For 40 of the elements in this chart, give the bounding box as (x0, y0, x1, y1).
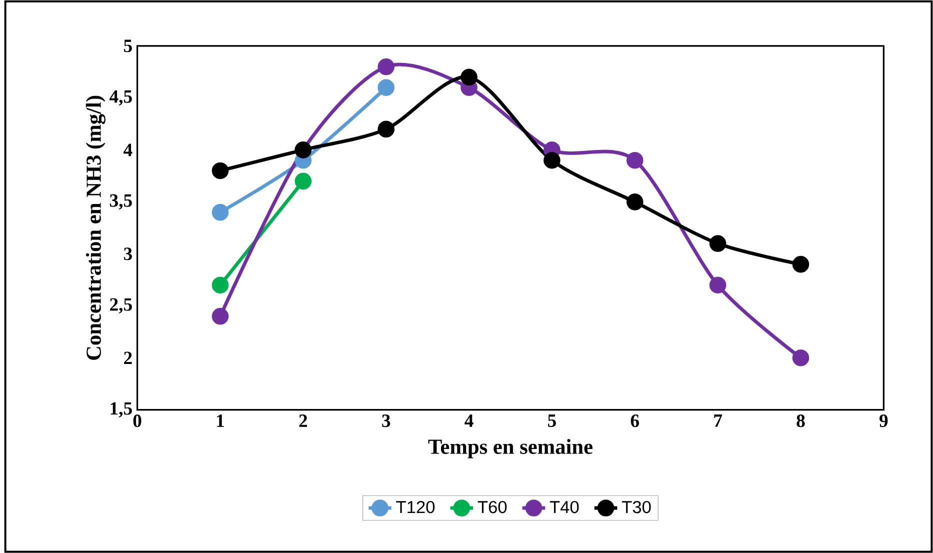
legend-label: T40 (550, 500, 579, 514)
point (212, 162, 229, 180)
y-tick-label: 5 (124, 40, 132, 52)
point (212, 276, 229, 294)
point (709, 235, 726, 252)
point (212, 204, 229, 221)
y-tick-label: 3 (124, 248, 132, 260)
point (294, 172, 312, 190)
legend-label: T60 (478, 500, 507, 514)
point (792, 256, 810, 273)
y-tick-label: 4 (124, 144, 132, 156)
point (626, 193, 644, 210)
x-axis-title: Temps en semaine (428, 438, 592, 458)
x-tick-label: 5 (548, 414, 556, 427)
point (626, 152, 644, 169)
point (792, 349, 810, 366)
y-tick-label: 2 (124, 352, 132, 364)
point (212, 308, 229, 325)
point (460, 68, 478, 86)
x-tick-label: 0 (133, 414, 142, 428)
y-tick-label: 4,5 (110, 90, 132, 106)
y-axis-title: Concentration en NH3 (mg/l) (86, 96, 106, 360)
x-tick-label: 3 (382, 414, 390, 428)
x-tick-label: 6 (630, 414, 639, 428)
x-tick-label: 4 (464, 414, 474, 427)
x-tick-label: 2 (299, 414, 308, 427)
y-tick-label: 2,5 (110, 298, 132, 314)
legend-label: T30 (622, 500, 651, 514)
point (378, 79, 394, 96)
y-tick-label: 3,5 (110, 194, 132, 210)
y-tick-label: 1,5 (110, 402, 132, 418)
legend-label: T120 (396, 500, 435, 514)
x-tick-label: 7 (714, 414, 722, 427)
x-tick-label: 8 (796, 414, 805, 428)
point (378, 120, 394, 138)
point (544, 152, 560, 169)
point (709, 276, 726, 294)
x-tick-label: 1 (217, 414, 224, 427)
point (378, 58, 394, 76)
x-tick-label: 9 (880, 414, 888, 428)
